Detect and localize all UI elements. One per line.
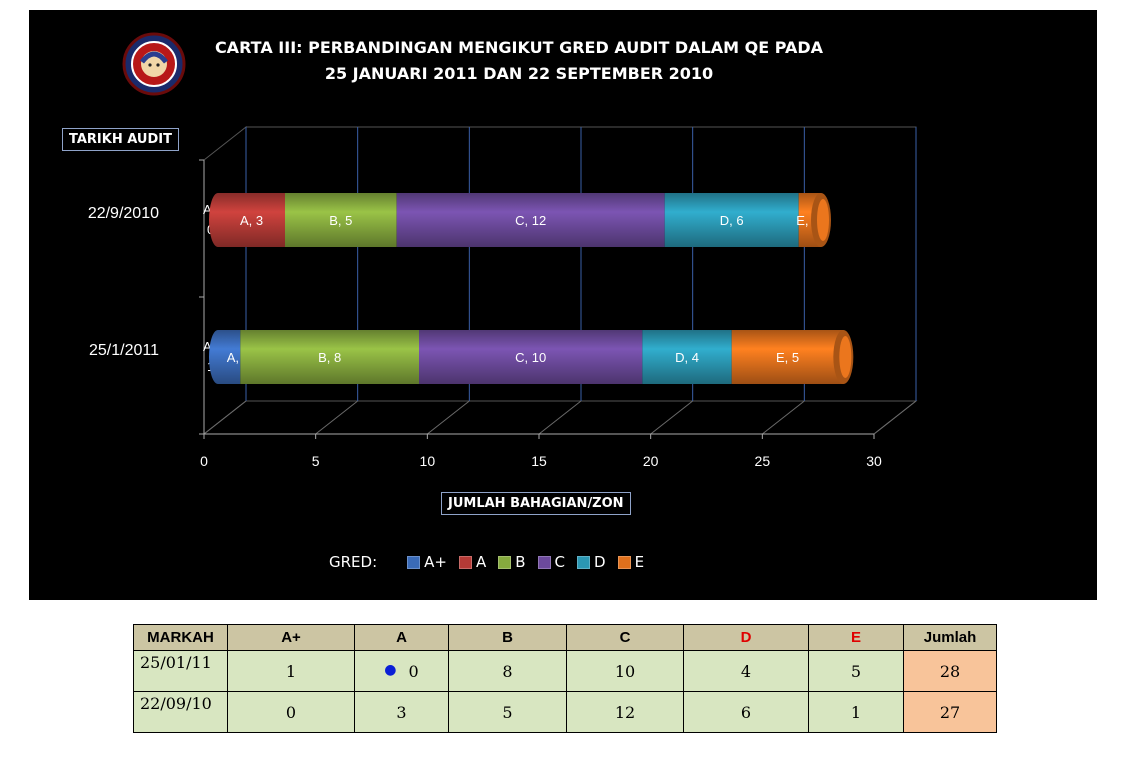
table-row: 22/09/10 0 3 5 12 6 1 27 <box>133 691 997 733</box>
legend-title: GRED: <box>329 553 378 571</box>
cell-aplus: 0 <box>227 691 355 733</box>
legend-item-a: A <box>458 553 486 571</box>
bar-segment-d <box>642 330 732 384</box>
header-b: B <box>448 624 567 651</box>
chart-title-line2: 25 JANUARI 2011 DAN 22 SEPTEMBER 2010 <box>324 64 714 83</box>
floor-gridline <box>650 400 693 435</box>
category-label: 22/9/2010 <box>88 205 159 222</box>
data-label: C, 10 <box>515 350 546 365</box>
cell-c: 10 <box>566 650 684 692</box>
data-label: A, 3 <box>240 213 263 228</box>
header-e: E <box>808 624 904 651</box>
bullet-dot-icon: ● <box>384 661 397 678</box>
bar-end-cap-face <box>839 336 852 378</box>
chart-legend: GRED: A+ A B C D E <box>329 553 656 571</box>
floor-gridline <box>538 400 582 435</box>
bar-start-cap <box>209 330 227 384</box>
bar-start-cap <box>209 193 227 247</box>
cell-b: 5 <box>448 691 567 733</box>
cell-total: 28 <box>903 650 997 692</box>
floor-gridline <box>315 400 358 435</box>
data-label: D, 6 <box>720 213 744 228</box>
floor-gridline <box>762 400 805 435</box>
data-label: B, 5 <box>329 213 352 228</box>
y-axis-label: TARIKH AUDIT <box>62 128 179 151</box>
legend-item-aplus: A+ <box>407 553 447 571</box>
x-tick-label: 10 <box>420 453 436 469</box>
bar-segment-b <box>285 193 397 247</box>
data-label: D, 4 <box>675 350 699 365</box>
data-table: MARKAH A+ A B C D E Jumlah 25/01/11 1 ● 0… <box>133 624 997 733</box>
data-label: C, 12 <box>515 213 546 228</box>
cell-d: 6 <box>683 691 809 733</box>
bar-end-cap-face <box>817 199 829 241</box>
bar-segment-e <box>731 330 844 384</box>
cell-aplus: 1 <box>227 650 355 692</box>
cell-e: 5 <box>808 650 904 692</box>
floor-gridline <box>873 400 917 435</box>
bar-segment-a <box>218 193 285 247</box>
row-label: 25/01/11 <box>133 650 228 692</box>
x-tick-label: 0 <box>200 453 208 469</box>
x-axis-label: JUMLAH BAHAGIAN/ZON <box>441 492 631 515</box>
data-label: E, 5 <box>776 350 799 365</box>
x-tick-label: 15 <box>531 453 547 469</box>
table-row: 25/01/11 1 ● 0 8 10 4 5 28 <box>133 650 997 692</box>
header-c: C <box>566 624 684 651</box>
bar-segment-c <box>419 330 643 384</box>
header-a: A <box>354 624 449 651</box>
cell-e: 1 <box>808 691 904 733</box>
data-label: B, 8 <box>318 350 341 365</box>
cell-a: 3 <box>354 691 449 733</box>
header-d: D <box>683 624 809 651</box>
floor-gridline <box>427 400 470 435</box>
bar-segment-d <box>664 193 799 247</box>
floor-gridline <box>203 400 247 435</box>
legend-item-b: B <box>498 553 526 571</box>
cell-c: 12 <box>566 691 684 733</box>
header-markah: MARKAH <box>133 624 228 651</box>
cell-d: 4 <box>683 650 809 692</box>
header-jumlah: Jumlah <box>903 624 997 651</box>
bar-segment-b <box>240 330 419 384</box>
legend-item-d: D <box>577 553 606 571</box>
x-tick-label: 5 <box>312 453 320 469</box>
bar-segment-c <box>396 193 665 247</box>
row-label: 22/09/10 <box>133 691 228 733</box>
x-tick-label: 25 <box>755 453 771 469</box>
organization-logo <box>122 32 186 96</box>
legend-item-c: C <box>537 553 565 571</box>
cell-a: ● 0 <box>354 650 449 692</box>
legend-item-e: E <box>617 553 644 571</box>
chart-side-wall <box>203 125 247 436</box>
x-tick-label: 30 <box>866 453 882 469</box>
x-tick-label: 20 <box>643 453 659 469</box>
table-header-row: MARKAH A+ A B C D E Jumlah <box>133 624 997 651</box>
category-label: 25/1/2011 <box>89 342 159 359</box>
header-aplus: A+ <box>227 624 355 651</box>
chart-title-line1: CARTA III: PERBANDINGAN MENGIKUT GRED AU… <box>214 38 824 57</box>
cell-total: 27 <box>903 691 997 733</box>
cell-b: 8 <box>448 650 567 692</box>
